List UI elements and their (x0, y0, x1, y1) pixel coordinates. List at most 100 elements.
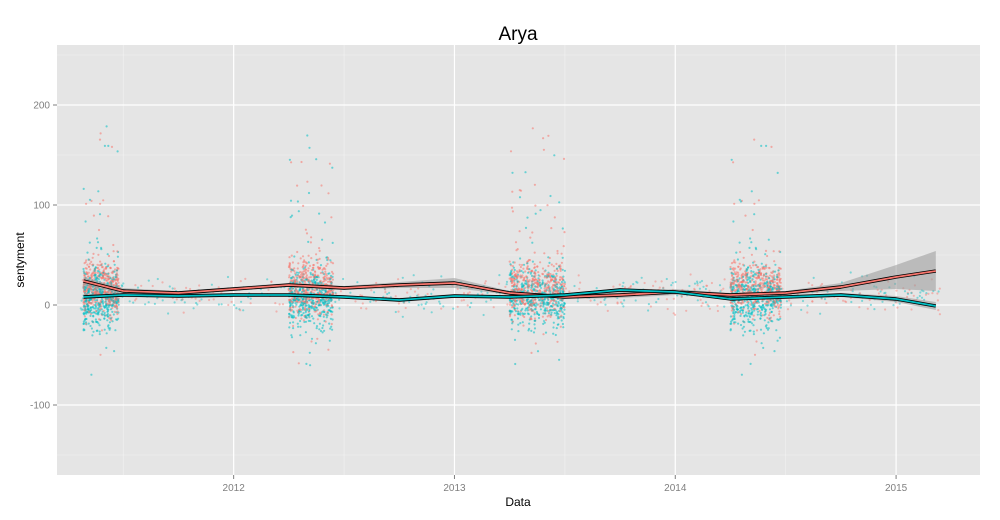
scatter-point (746, 300, 749, 304)
scatter-point (757, 299, 760, 302)
scatter-point (275, 310, 278, 313)
scatter-point (741, 309, 745, 312)
scatter-point (731, 288, 734, 292)
scatter-point (318, 301, 321, 304)
scatter-point (289, 199, 293, 202)
scatter-point (760, 262, 763, 265)
scatter-point (516, 271, 519, 274)
scatter-point (558, 358, 561, 361)
scatter-point (757, 275, 761, 278)
scatter-point (756, 301, 759, 305)
scatter-point (511, 265, 514, 268)
scatter-point (563, 308, 566, 311)
scatter-point (373, 291, 376, 294)
scatter-point (732, 220, 735, 223)
scatter-point (738, 241, 741, 244)
scatter-point (244, 277, 247, 280)
scatter-point (927, 292, 930, 295)
y-tick-label: -100 (30, 401, 50, 412)
scatter-point (181, 298, 184, 301)
scatter-point (777, 272, 780, 275)
scatter-point (526, 289, 530, 292)
scatter-point (528, 268, 531, 271)
scatter-point (88, 299, 91, 302)
scatter-point (552, 303, 555, 307)
scatter-point (741, 311, 744, 314)
scatter-point (737, 271, 740, 274)
scatter-point (736, 280, 740, 283)
scatter-point (111, 276, 114, 279)
scatter-point (666, 307, 669, 311)
scatter-point (511, 190, 514, 193)
scatter-point (536, 286, 539, 289)
scatter-point (460, 299, 463, 302)
scatter-point (110, 299, 113, 302)
scatter-point (765, 308, 768, 311)
scatter-point (112, 243, 115, 247)
scatter-point (335, 292, 338, 295)
scatter-point (752, 270, 755, 273)
scatter-point (293, 296, 296, 299)
scatter-point (120, 284, 123, 287)
scatter-point (309, 271, 312, 274)
scatter-point (555, 310, 559, 313)
scatter-point (103, 291, 107, 295)
scatter-point (745, 284, 748, 287)
scatter-point (523, 302, 527, 305)
scatter-point (771, 300, 774, 303)
scatter-point (732, 317, 736, 320)
scatter-point (111, 310, 114, 313)
scatter-point (708, 289, 711, 292)
scatter-point (318, 267, 321, 270)
scatter-point (759, 268, 762, 271)
scatter-point (761, 277, 765, 280)
scatter-point (96, 303, 99, 306)
scatter-point (528, 259, 532, 262)
scatter-point (523, 312, 527, 315)
scatter-point (329, 280, 332, 283)
scatter-point (755, 308, 759, 311)
scatter-point (103, 144, 106, 147)
scatter-point (82, 312, 85, 315)
scatter-point (548, 301, 551, 304)
scatter-point (316, 337, 319, 340)
scatter-point (778, 312, 781, 316)
scatter-point (322, 289, 325, 292)
scatter-point (779, 306, 782, 309)
scatter-point (755, 271, 758, 274)
scatter-point (107, 263, 110, 266)
scatter-point (115, 318, 118, 321)
scatter-point (778, 281, 781, 284)
scatter-point (731, 302, 734, 305)
scatter-point (307, 278, 310, 281)
scatter-point (375, 281, 378, 285)
scatter-point (298, 305, 301, 308)
scatter-point (849, 271, 852, 274)
scatter-point (526, 262, 529, 265)
scatter-point (735, 307, 738, 311)
scatter-point (745, 311, 748, 314)
scatter-point (239, 280, 242, 283)
scatter-point (517, 275, 520, 278)
scatter-point (539, 302, 542, 305)
scatter-point (470, 301, 473, 305)
scatter-point (301, 278, 304, 281)
scatter-point (315, 327, 318, 330)
scatter-point (90, 291, 93, 294)
scatter-point (859, 292, 862, 295)
scatter-point (529, 236, 532, 239)
scatter-point (97, 253, 100, 256)
scatter-point (331, 272, 335, 275)
scatter-point (759, 313, 762, 316)
scatter-point (545, 307, 549, 310)
scatter-point (552, 287, 555, 290)
scatter-point (91, 256, 94, 259)
scatter-point (308, 305, 311, 308)
scatter-point (319, 280, 322, 284)
scatter-point (758, 286, 761, 289)
scatter-point (317, 281, 320, 285)
scatter-point (325, 274, 328, 277)
scatter-point (778, 304, 782, 307)
scatter-point (95, 288, 98, 291)
scatter-point (534, 285, 537, 288)
